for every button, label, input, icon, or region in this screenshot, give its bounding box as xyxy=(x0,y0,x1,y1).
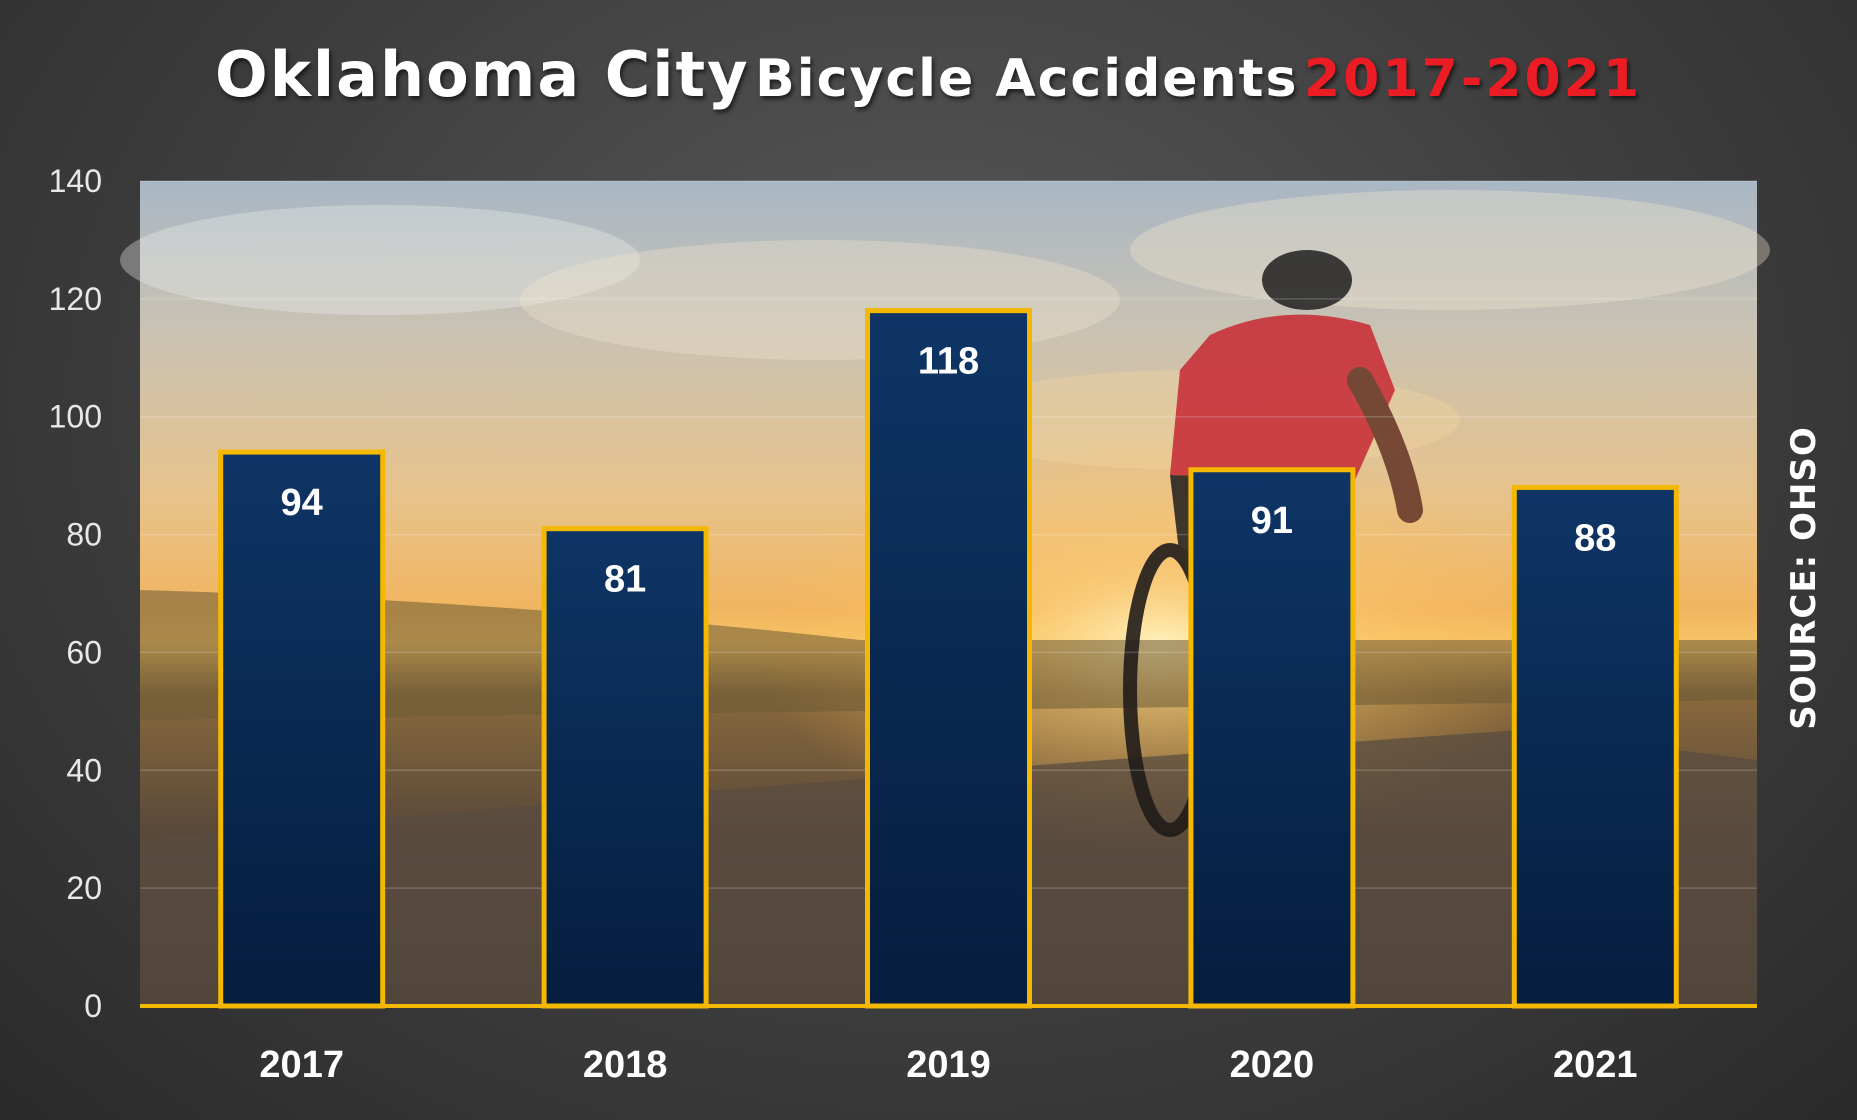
bar xyxy=(218,449,386,1009)
bar-value-label: 91 xyxy=(1251,500,1293,542)
bar xyxy=(541,526,709,1009)
bar xyxy=(1188,467,1356,1009)
x-tick-label: 2019 xyxy=(906,1044,991,1086)
y-tick-label: 40 xyxy=(66,752,102,788)
y-tick-label: 100 xyxy=(49,399,102,435)
x-tick-label: 2017 xyxy=(259,1044,344,1086)
x-tick-label: 2020 xyxy=(1230,1044,1315,1086)
y-tick-label: 0 xyxy=(84,988,102,1024)
y-tick-label: 60 xyxy=(66,634,102,670)
x-tick-label: 2021 xyxy=(1553,1044,1638,1086)
bars: 94 81 118 91 88 xyxy=(218,308,1679,1009)
y-axis-ticks: 0 20 40 60 80 100 120 140 xyxy=(49,163,102,1024)
bar xyxy=(865,308,1032,1009)
bar-value-label: 94 xyxy=(281,482,323,524)
bar-value-label: 81 xyxy=(604,559,646,601)
title-city: Oklahoma City xyxy=(214,38,750,111)
bar-value-label: 88 xyxy=(1574,517,1616,559)
bar-value-label: 118 xyxy=(918,341,979,383)
source-label: SOURCE: OHSO xyxy=(1784,426,1824,730)
y-tick-label: 20 xyxy=(66,870,102,906)
y-tick-label: 120 xyxy=(49,281,102,317)
y-tick-label: 140 xyxy=(49,163,102,199)
title-subject: Bicycle Accidents xyxy=(755,49,1299,109)
x-tick-label: 2018 xyxy=(583,1044,668,1086)
bar xyxy=(1511,484,1679,1009)
x-axis-ticks: 2017 2018 2019 2020 2021 xyxy=(259,1044,1637,1086)
chart-title: Oklahoma City Bicycle Accidents 2017-202… xyxy=(0,38,1857,111)
title-years: 2017-2021 xyxy=(1303,49,1643,109)
y-tick-label: 80 xyxy=(66,517,102,553)
